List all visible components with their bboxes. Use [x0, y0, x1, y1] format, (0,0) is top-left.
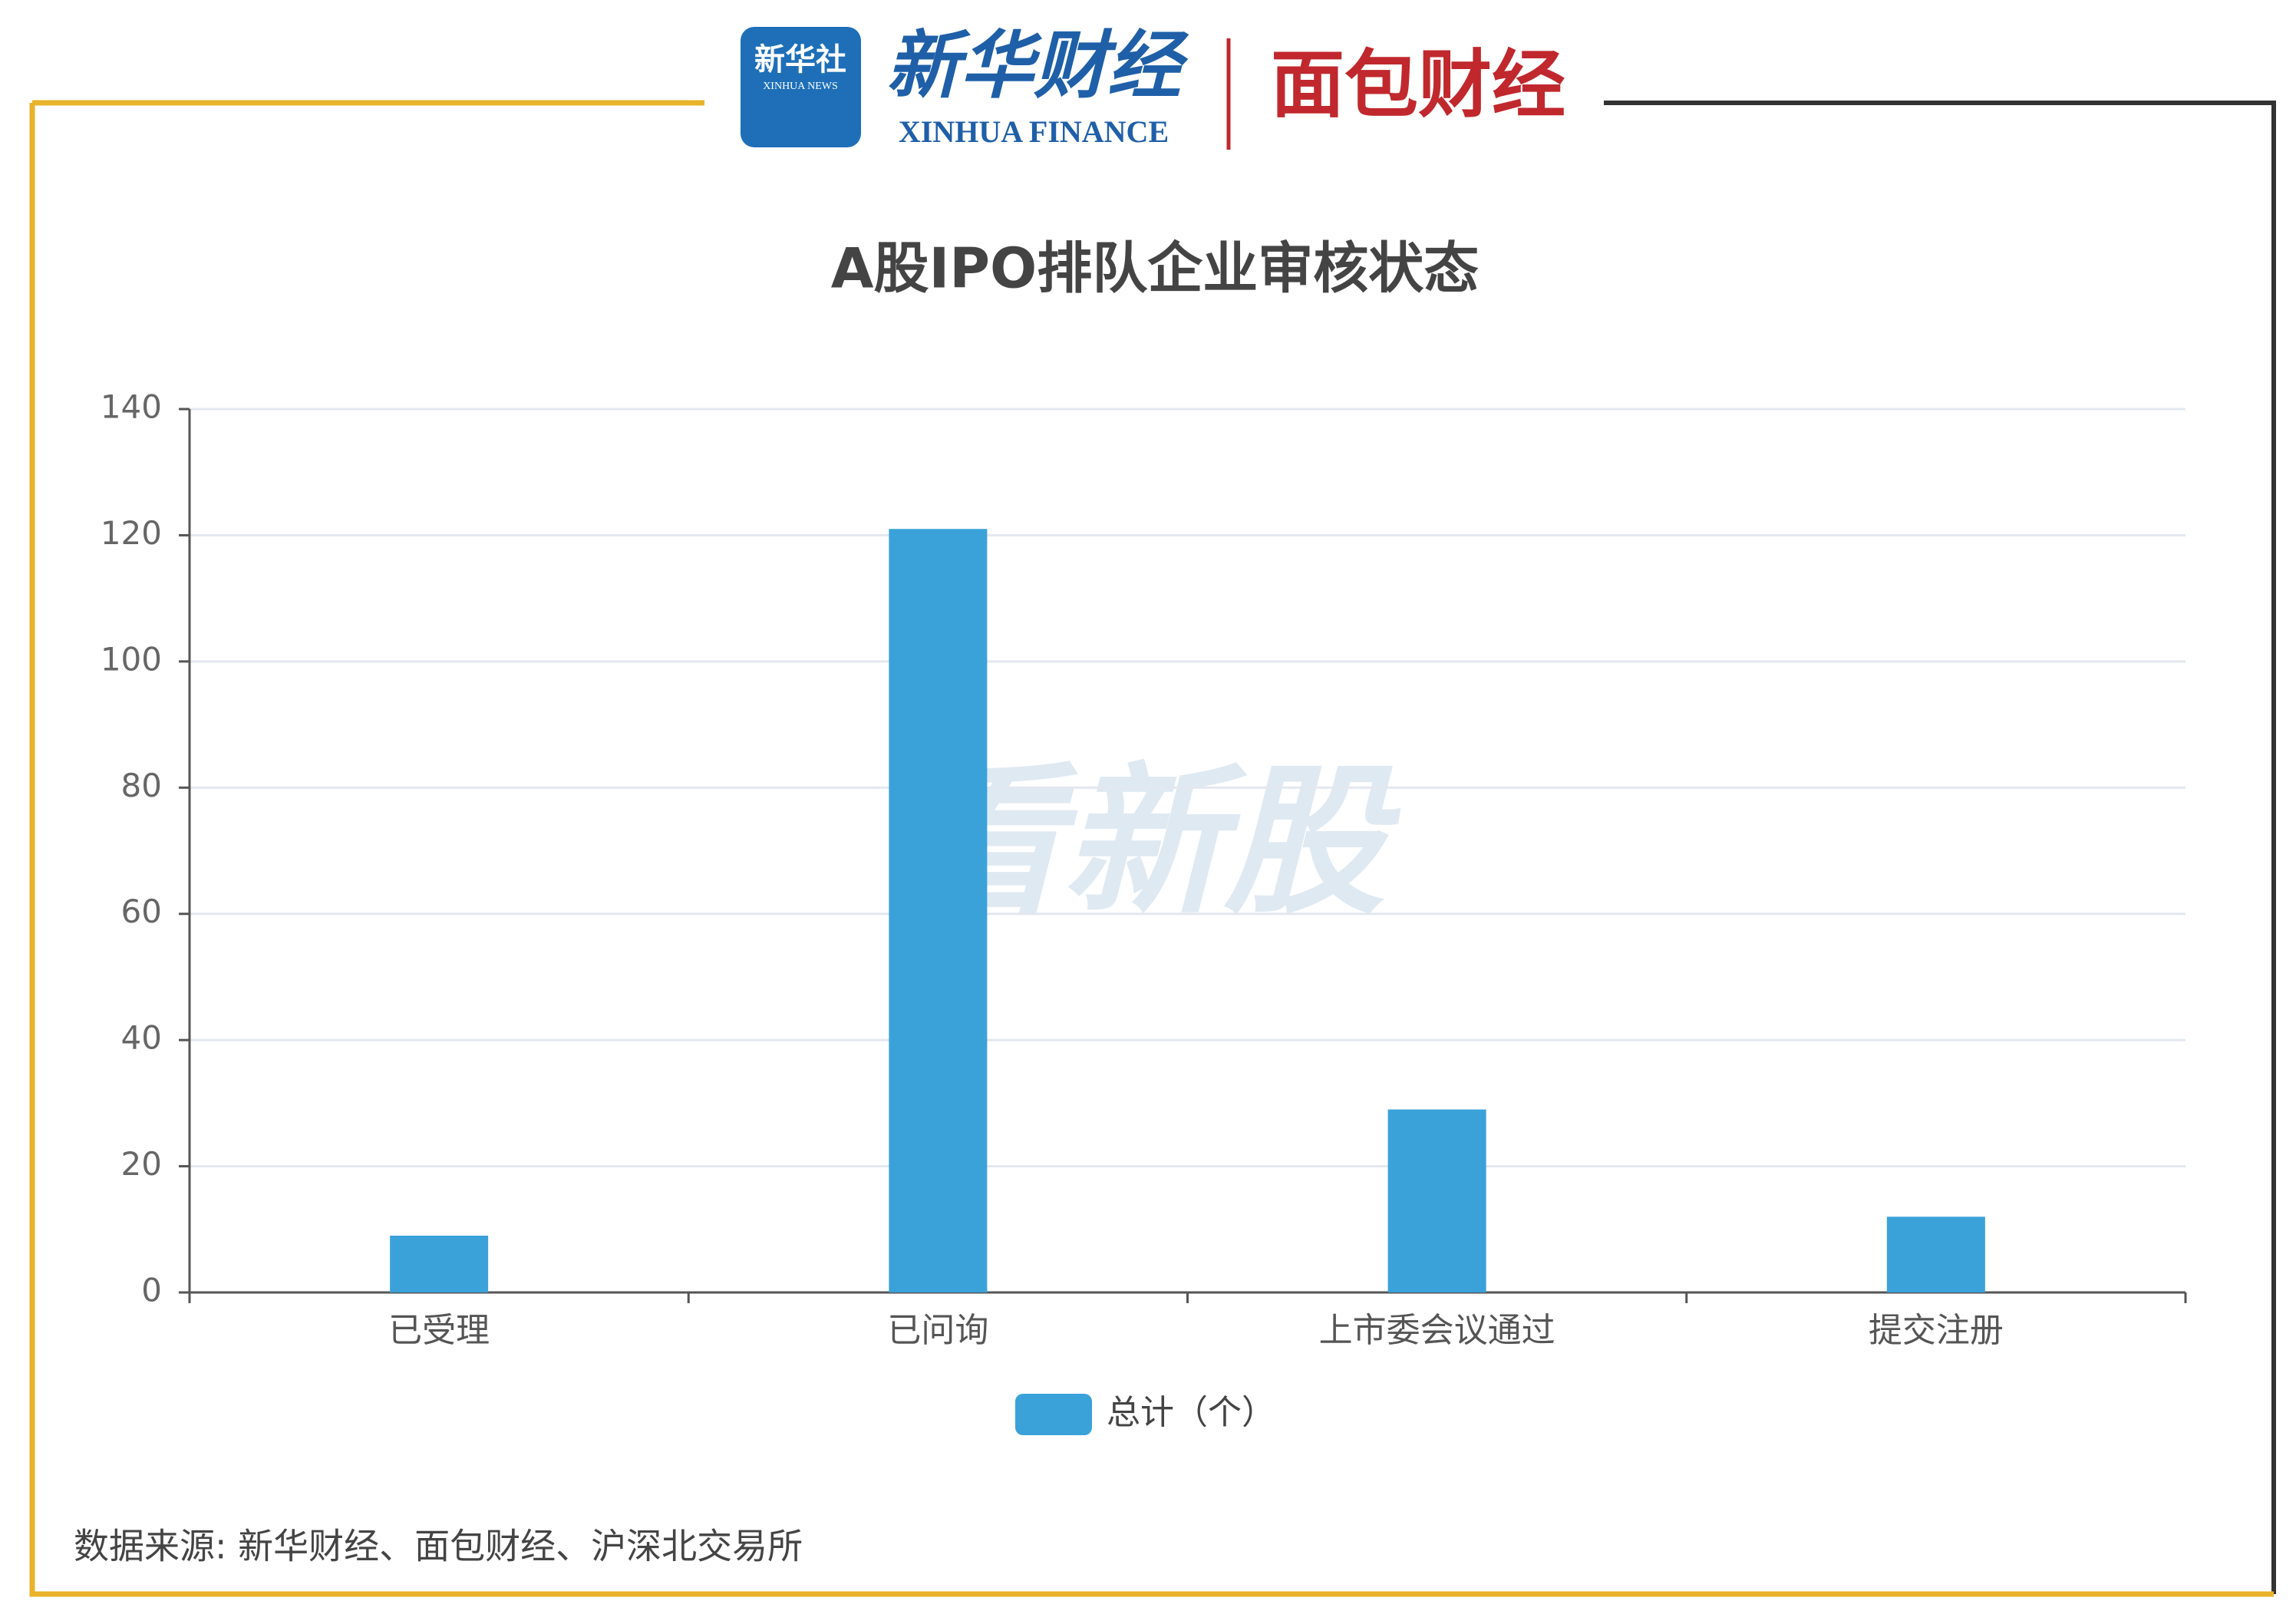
- y-tick-label: 0: [141, 1272, 162, 1309]
- xinhua-logo: [741, 27, 861, 147]
- legend-label: 总计（个）: [1107, 1393, 1275, 1432]
- frame-left-bottom: [29, 103, 2274, 1597]
- bar: [1886, 1216, 1985, 1292]
- legend-swatch: [1015, 1394, 1092, 1435]
- frame-top-right: [1604, 101, 2276, 1594]
- y-tick-label: 80: [121, 767, 162, 804]
- y-tick-label: 40: [121, 1019, 162, 1057]
- bar: [390, 1236, 489, 1292]
- x-tick-label: 提交注册: [1869, 1311, 2004, 1350]
- logo-text: XINHUA NEWS: [763, 81, 838, 92]
- chart-title: A股IPO排队企业审核状态: [831, 236, 1480, 301]
- source-note: 数据来源: 新华财经、面包财经、沪深北交易所: [74, 1526, 803, 1567]
- x-tick-label: 已受理: [388, 1311, 490, 1350]
- logo-text: 面包财经: [1271, 41, 1565, 127]
- x-tick-label: 上市委会议通过: [1319, 1311, 1555, 1350]
- logo-text: 新华财经: [886, 22, 1189, 108]
- y-tick-label: 20: [121, 1145, 162, 1183]
- y-tick-label: 140: [101, 388, 162, 426]
- bar: [1387, 1109, 1486, 1292]
- logo-text: XINHUA FINANCE: [899, 114, 1169, 149]
- y-tick-label: 100: [101, 640, 162, 678]
- y-tick-label: 120: [101, 514, 162, 552]
- x-tick-label: 已问询: [887, 1311, 988, 1350]
- logo-text: 新华社: [754, 42, 846, 78]
- y-tick-label: 60: [121, 893, 162, 930]
- bar: [889, 529, 988, 1292]
